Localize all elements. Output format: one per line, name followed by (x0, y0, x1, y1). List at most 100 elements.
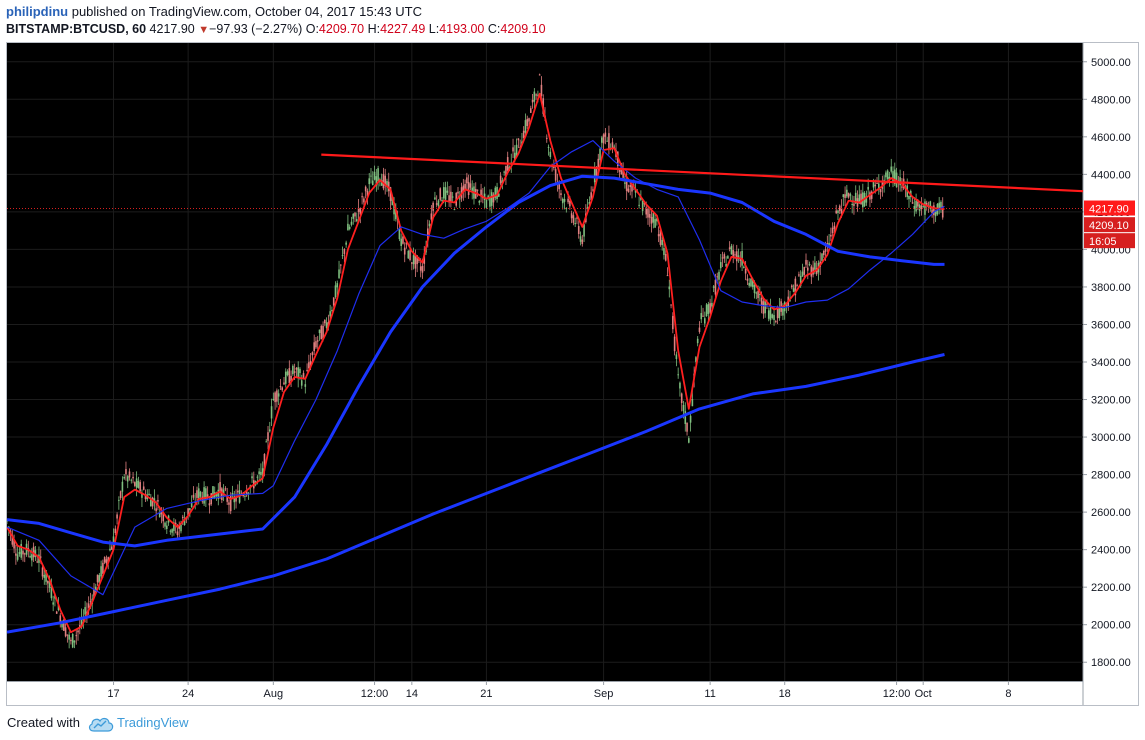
candle-body (824, 249, 827, 252)
candle-body (576, 217, 578, 219)
candle-body (925, 202, 928, 206)
candle-body (338, 269, 340, 278)
candle-body (217, 489, 220, 499)
candle-body (77, 630, 79, 633)
candle-body (744, 268, 747, 274)
tradingview-cloud-icon[interactable] (88, 716, 114, 732)
candle-body (711, 302, 713, 307)
candle-body (764, 300, 766, 314)
candle-body (721, 257, 724, 259)
candle-body (833, 225, 836, 229)
tradingview-brand-link[interactable]: TradingView (117, 715, 189, 730)
candle-body (306, 369, 308, 371)
candle-body (579, 236, 582, 242)
candle-body (524, 120, 527, 133)
candle-body (347, 223, 349, 231)
candle-body (490, 192, 493, 206)
candle-body (762, 301, 765, 314)
author-link[interactable]: philipdinu (6, 4, 69, 19)
candle-body (652, 213, 655, 223)
candle-body (462, 185, 465, 193)
price-chart[interactable]: 5000.004800.004600.004400.004200.004000.… (6, 43, 1138, 705)
candle-body (563, 198, 566, 202)
series-line-ma_long-4 (6, 353, 945, 634)
candle-body (357, 207, 360, 213)
open-value: 4209.70 (318, 22, 365, 36)
candle-body (913, 205, 916, 209)
candle-body (643, 203, 646, 205)
candle-body (803, 266, 806, 275)
candle-body (419, 266, 422, 271)
candle-body (801, 271, 804, 277)
candle-body (139, 482, 141, 492)
candle-body (309, 360, 312, 368)
candle-body (258, 471, 260, 475)
candle-body (554, 169, 557, 181)
candle-body (796, 285, 798, 287)
chart-frame[interactable]: 5000.004800.004600.004400.004200.004000.… (6, 42, 1139, 706)
candle-body (123, 477, 125, 479)
candle-body (350, 221, 353, 225)
candle-body (664, 254, 667, 261)
candle-body (75, 635, 78, 637)
candle-body (144, 493, 147, 500)
candle-body (322, 325, 324, 339)
candle-body (279, 386, 282, 388)
candle-body (899, 177, 901, 186)
candle-body (297, 367, 299, 379)
candle-body (450, 191, 452, 203)
candle-body (260, 471, 262, 475)
candle-body (336, 283, 339, 288)
publish-line: philipdinu published on TradingView.com,… (6, 4, 422, 19)
candle-body (560, 193, 562, 196)
candle-body (11, 534, 14, 545)
candle-body (31, 554, 33, 561)
candle-body (645, 207, 648, 215)
candle-body (727, 256, 729, 259)
time-axis[interactable] (7, 681, 1083, 705)
candle-body (565, 208, 568, 210)
candle-body (723, 254, 726, 259)
price-axis[interactable] (1083, 43, 1138, 705)
candle-body (698, 327, 701, 332)
candle-body (395, 210, 397, 220)
candle-body (89, 601, 92, 603)
candle-body (403, 247, 406, 255)
candle-body (485, 199, 488, 208)
candle-body (293, 371, 296, 373)
x-tick-label: 12:00 (883, 688, 911, 700)
candle-body (178, 525, 181, 529)
candle-body (142, 486, 145, 490)
candle-body (352, 213, 355, 219)
candle-body (707, 304, 710, 314)
candle-body (858, 194, 861, 204)
candle-body (439, 188, 442, 200)
candle-body (164, 522, 166, 527)
candle-body (134, 482, 136, 486)
candle-body (109, 548, 111, 551)
candle-body (64, 627, 67, 637)
candle-body (522, 130, 525, 139)
candle-body (684, 411, 687, 425)
candle-body (414, 254, 417, 269)
candle-body (114, 528, 117, 534)
candle-body (695, 357, 697, 362)
candle-body (592, 189, 594, 191)
symbol-label[interactable]: BITSTAMP:BTCUSD, 60 (6, 22, 147, 36)
candle-body (45, 570, 47, 582)
candle-body (679, 382, 681, 389)
candle-body (315, 341, 317, 348)
x-tick-label: 11 (704, 688, 715, 700)
candle-body (805, 259, 807, 265)
candle-body (59, 615, 62, 623)
candle-body (400, 238, 402, 246)
candle-body (411, 262, 413, 264)
candle-body (750, 278, 752, 287)
candle-body (577, 226, 580, 235)
candle-body (885, 172, 887, 178)
candle-body (52, 602, 54, 605)
last-price-tag-bg (1084, 200, 1135, 216)
candle-body (505, 166, 507, 177)
countdown-tag: 16:05 (1089, 236, 1117, 248)
candle-body (196, 490, 198, 498)
